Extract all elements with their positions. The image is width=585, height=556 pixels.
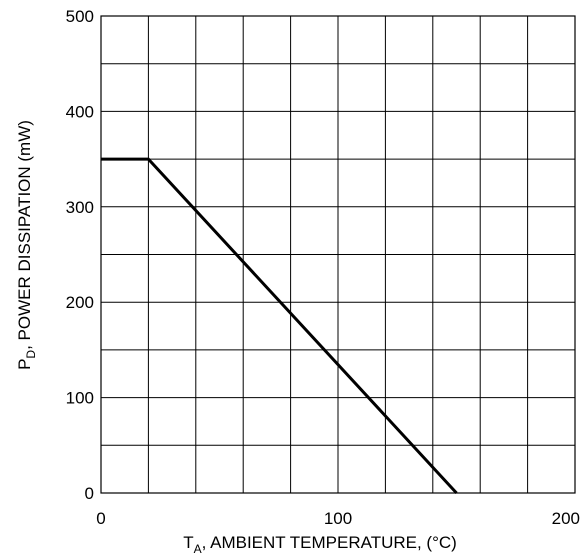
y-tick-label: 200: [66, 293, 94, 312]
series-line: [101, 157, 458, 495]
plot-frame: [100, 15, 576, 494]
y-axis-label: PD, POWER DISSIPATION (mW): [15, 120, 38, 370]
y-tick-labels: 0 100 200 300 400 500: [66, 7, 94, 503]
x-tick-label: 100: [324, 509, 352, 528]
x-tick-label: 0: [96, 509, 105, 528]
x-tick-label: 200: [552, 509, 580, 528]
y-tick-label: 0: [85, 484, 94, 503]
x-tick-labels: 0 100 200: [96, 509, 580, 528]
grid: [100, 15, 576, 494]
y-tick-label: 500: [66, 7, 94, 26]
x-axis-label: TA, AMBIENT TEMPERATURE, (°C): [183, 533, 457, 556]
y-tick-label: 400: [66, 102, 94, 121]
y-tick-label: 300: [66, 198, 94, 217]
y-tick-label: 100: [66, 389, 94, 408]
series: [101, 157, 458, 495]
